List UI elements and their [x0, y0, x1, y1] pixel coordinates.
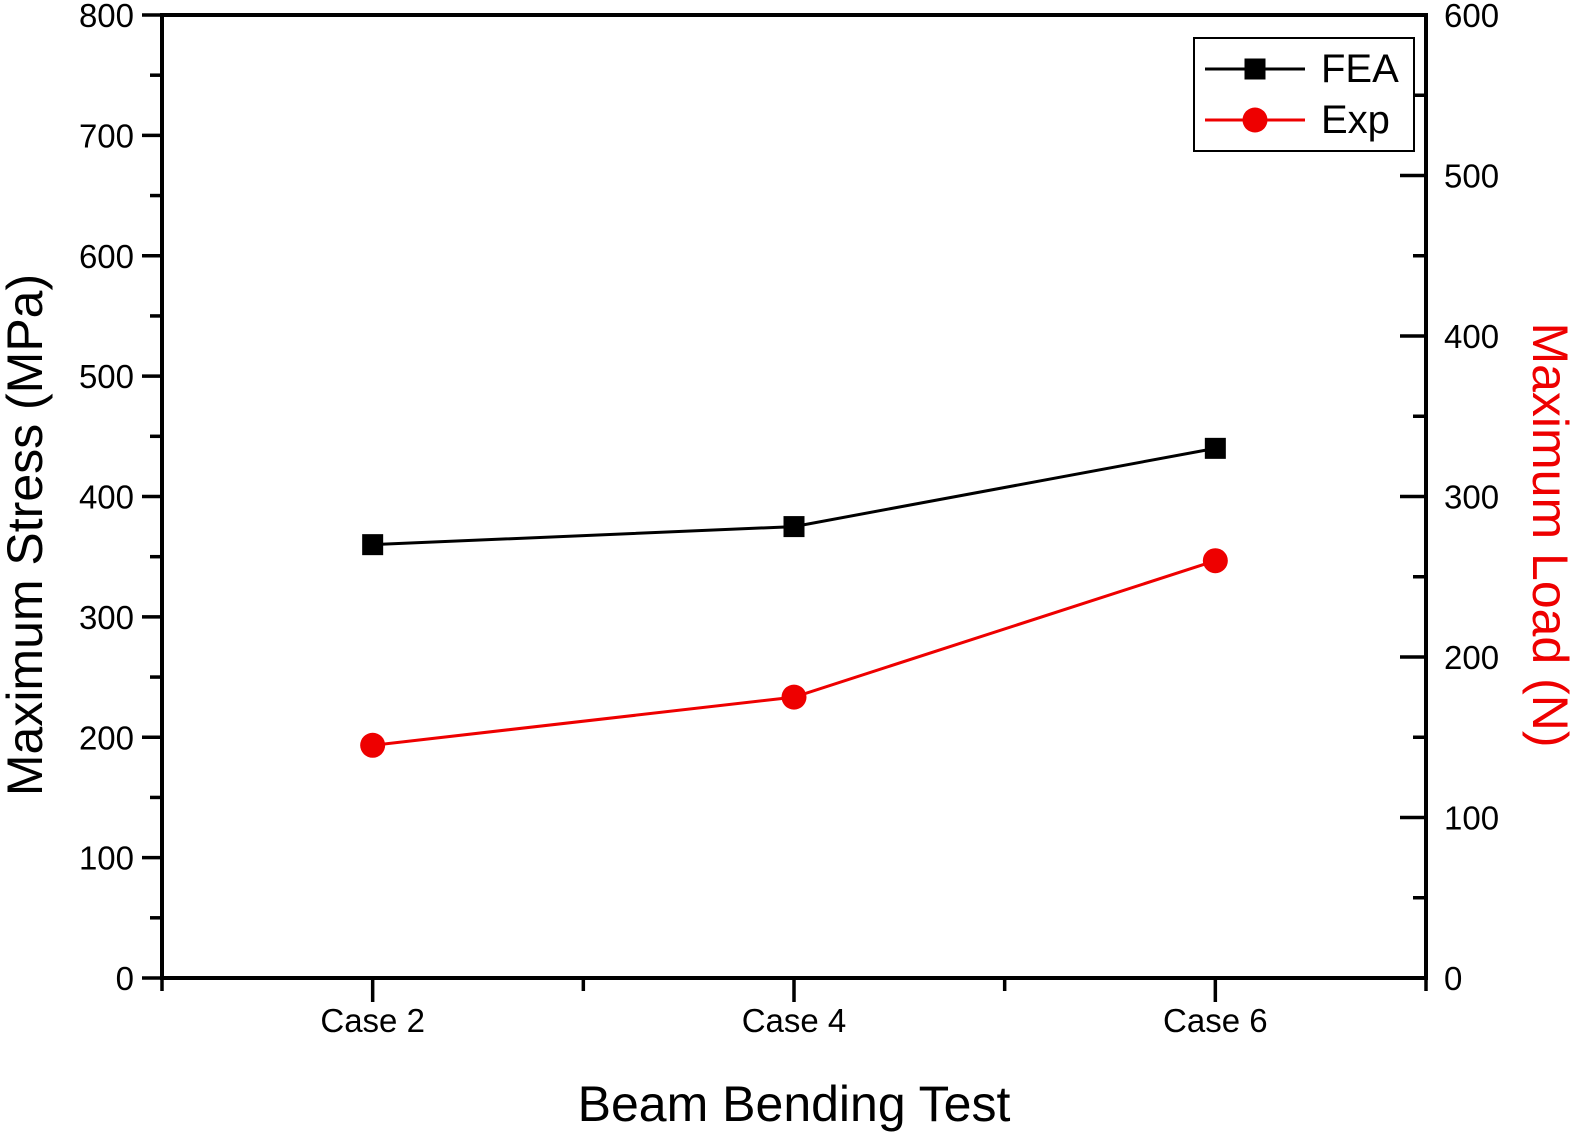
series-fea-marker [1204, 437, 1226, 459]
series-fea-marker [362, 534, 384, 556]
legend-sample-circle-marker [1242, 107, 1268, 133]
legend: FEA Exp [1193, 37, 1415, 152]
series-fea [362, 437, 1226, 556]
x-axis-tick-label: Case 6 [1163, 1002, 1268, 1039]
left-axis-tick-label: 300 [79, 599, 134, 636]
legend-item-exp: Exp [1195, 100, 1413, 140]
legend-item-fea: FEA [1195, 49, 1413, 89]
plot-frame [160, 13, 1428, 980]
legend-sample-square-marker [1244, 58, 1266, 80]
left-axis-tick-label: 700 [79, 117, 134, 154]
left-axis-title: Maximum Stress (MPa) [0, 273, 53, 797]
series-exp-marker [781, 684, 807, 710]
exp-line-marker-icon [1205, 107, 1305, 133]
left-axis-tick-label: 500 [79, 358, 134, 395]
left-axis: 0 100 200 300 400 500 600 700 800 [79, 0, 162, 997]
left-axis-tick-label: 100 [79, 840, 134, 877]
series-exp [360, 548, 1228, 758]
left-axis-tick-label: 800 [79, 0, 134, 34]
left-axis-tick-label: 200 [79, 719, 134, 756]
left-axis-tick-label: 400 [79, 479, 134, 516]
right-axis-tick-label: 500 [1444, 158, 1499, 195]
series-exp-marker [1202, 548, 1228, 574]
right-axis-tick-label: 600 [1444, 0, 1499, 34]
left-axis-tick-label: 0 [116, 960, 134, 997]
right-axis-tick-label: 100 [1444, 800, 1499, 837]
right-axis-tick-label: 400 [1444, 318, 1499, 355]
left-axis-tick-label: 600 [79, 238, 134, 275]
series-exp-marker [360, 732, 386, 758]
x-axis-tick-label: Case 4 [742, 1002, 847, 1039]
right-axis-tick-label: 200 [1444, 639, 1499, 676]
series-exp-line [372, 559, 1216, 747]
series-fea-marker [783, 516, 805, 538]
right-axis-tick-label: 300 [1444, 479, 1499, 516]
right-axis-tick-label: 0 [1444, 960, 1462, 997]
right-axis: 0 100 200 300 400 500 600 [1400, 0, 1499, 997]
x-axis: Case 2 Case 4 Case 6 [160, 978, 1428, 1039]
x-axis-tick-label: Case 2 [320, 1002, 425, 1039]
legend-label-exp: Exp [1321, 98, 1390, 143]
legend-label-fea: FEA [1321, 46, 1399, 91]
fea-line-marker-icon [1205, 58, 1305, 80]
x-axis-title: Beam Bending Test [577, 1076, 1011, 1132]
right-axis-title: Maximum Load (N) [1522, 322, 1575, 748]
